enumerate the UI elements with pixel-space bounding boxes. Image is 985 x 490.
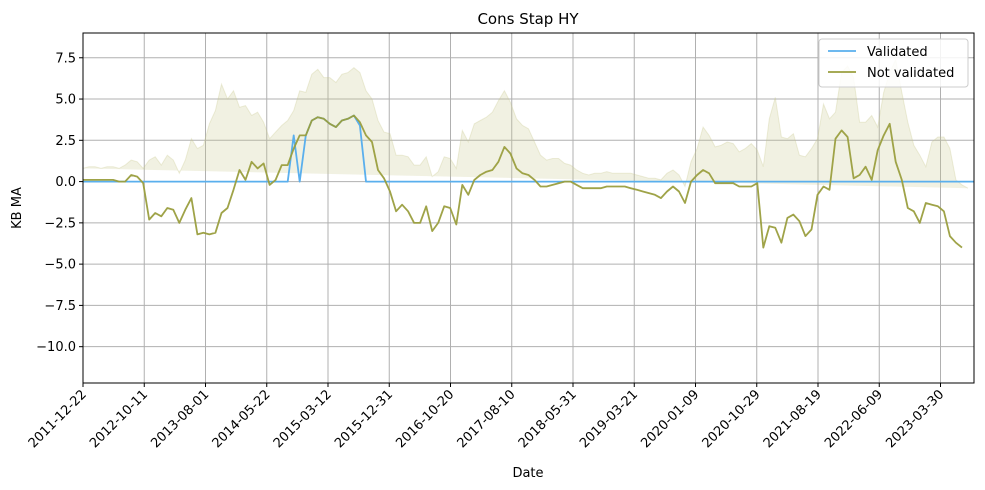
band-layer [82, 57, 969, 189]
y-tick-label: −2.5 [44, 216, 76, 231]
series-layer [83, 114, 974, 249]
legend-box [818, 38, 969, 88]
y-tick-label: 7.5 [55, 51, 76, 66]
y-axis: 7.5 5.0 2.5 0.0 −2.5 −5.0 −7.5 −10.0 [36, 51, 83, 355]
plot-frame [82, 32, 975, 384]
legend-validated-label: Validated [867, 45, 928, 60]
y-tick-label: 2.5 [55, 134, 76, 149]
legend: Validated Not validated [818, 38, 969, 88]
legend-not-validated-label: Not validated [867, 66, 954, 81]
y-tick-label: −7.5 [44, 299, 76, 314]
y-tick-label: −10.0 [36, 340, 76, 355]
x-axis-label: Date [512, 466, 543, 481]
y-tick-label: −5.0 [44, 258, 76, 273]
y-axis-label: KB MA [10, 187, 25, 229]
uncertainty-band [82, 57, 969, 189]
chart-title: Cons Stap HY [477, 10, 579, 28]
y-tick-label: 5.0 [55, 93, 76, 108]
y-tick-label: 0.0 [55, 175, 76, 190]
series-validated-line [83, 114, 974, 183]
series-not-validated-line [83, 114, 963, 249]
